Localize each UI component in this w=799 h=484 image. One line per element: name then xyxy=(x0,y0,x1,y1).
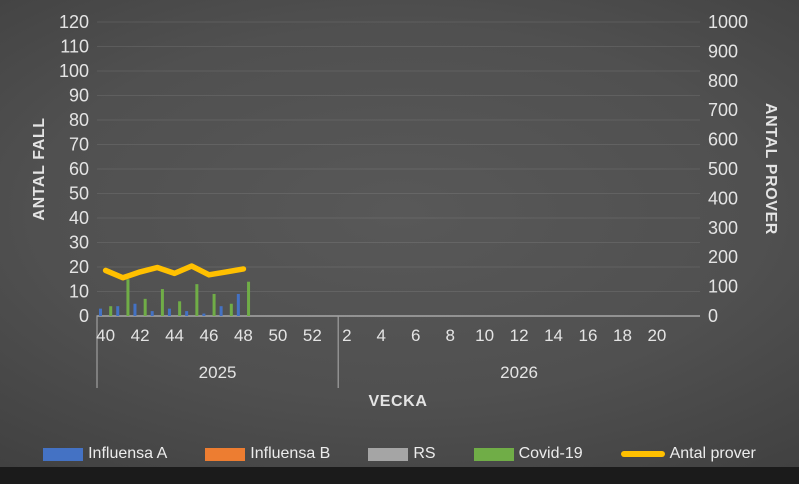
left-axis-tick-label: 80 xyxy=(69,110,89,130)
x-axis-week-label: 10 xyxy=(475,326,494,345)
bar-influensa-a xyxy=(185,311,189,316)
legend-swatch-influensa-a xyxy=(43,447,84,461)
right-axis-tick-label: 700 xyxy=(708,100,738,120)
legend: Influensa A Influensa B RS Covid-19 Anta… xyxy=(0,441,799,467)
left-axis-tick-label: 40 xyxy=(69,208,89,228)
x-axis-year-label: 2026 xyxy=(500,363,538,382)
x-axis-week-label: 6 xyxy=(411,326,420,345)
right-axis-tick-label: 800 xyxy=(708,71,738,91)
legend-label-covid-19: Covid-19 xyxy=(518,445,583,462)
legend-item-rs: RS xyxy=(368,445,436,463)
x-axis-week-label: 52 xyxy=(303,326,322,345)
left-axis-tick-label: 50 xyxy=(69,184,89,204)
legend-swatch-antal-prover xyxy=(620,451,665,457)
slide-bottom-strip xyxy=(0,467,799,484)
legend-item-influensa-b: Influensa B xyxy=(205,445,330,463)
bars-layer xyxy=(99,279,251,316)
right-axis-tick-label: 500 xyxy=(708,159,738,179)
x-axis-week-label: 44 xyxy=(165,326,184,345)
legend-label-influensa-b: Influensa B xyxy=(250,445,331,462)
line-antal-prover xyxy=(102,263,247,281)
left-axis-tick-label: 0 xyxy=(79,306,89,326)
right-axis-title: ANTAL PROVER xyxy=(762,103,779,235)
bar-influensa-a xyxy=(116,306,120,316)
x-axis-week-label: 8 xyxy=(445,326,454,345)
bar-influensa-a xyxy=(167,308,171,316)
x-axis-week-label: 42 xyxy=(131,326,150,345)
left-axis-title: ANTAL FALL xyxy=(31,117,48,220)
left-axis-tick-label: 90 xyxy=(69,86,89,106)
left-axis-tick-label: 120 xyxy=(59,12,89,32)
axes-layer: 0 10 20 30 40 50 60 70 80 90 100 110 120 0 100 200 300 40… xyxy=(59,12,748,388)
bar-covid-19 xyxy=(178,301,182,316)
legend-label-influensa-a: Influensa A xyxy=(88,445,168,462)
left-axis-tick-label: 110 xyxy=(60,37,89,57)
bar-influensa-a xyxy=(236,293,240,316)
left-axis-tick-label: 10 xyxy=(69,282,89,302)
gridlines-layer xyxy=(97,21,700,292)
legend-item-influensa-a: Influensa A xyxy=(43,445,167,463)
right-axis-tick-label: 0 xyxy=(708,306,718,326)
bar-covid-19 xyxy=(195,284,199,316)
bar-covid-19 xyxy=(160,289,164,316)
right-axis-tick-label: 400 xyxy=(708,188,738,208)
legend-swatch-rs xyxy=(368,447,409,461)
left-axis-tick-label: 70 xyxy=(69,135,89,155)
x-axis-week-label: 12 xyxy=(510,326,529,345)
legend-item-covid-19: Covid-19 xyxy=(473,445,583,463)
bar-influensa-a xyxy=(99,308,103,316)
x-axis-week-label: 18 xyxy=(613,326,632,345)
bar-covid-19 xyxy=(143,298,147,316)
right-axis-tick-label: 100 xyxy=(708,277,738,297)
x-axis-week-label: 40 xyxy=(96,326,115,345)
bar-covid-19 xyxy=(247,281,251,316)
right-axis-tick-label: 900 xyxy=(708,41,738,61)
left-axis-tick-label: 100 xyxy=(59,61,89,81)
x-axis-week-label: 50 xyxy=(268,326,287,345)
x-axis-title: VECKA xyxy=(368,393,427,410)
left-axis-tick-label: 20 xyxy=(69,257,89,277)
bar-influensa-a xyxy=(219,306,223,316)
x-axis-year-label: 2025 xyxy=(199,363,237,382)
bar-influensa-a xyxy=(133,303,137,316)
x-axis-week-label: 20 xyxy=(647,326,666,345)
right-axis-tick-label: 200 xyxy=(708,247,738,267)
x-axis-week-label: 46 xyxy=(200,326,219,345)
right-axis-tick-label: 600 xyxy=(708,130,738,150)
bar-covid-19 xyxy=(212,293,216,316)
bar-covid-19 xyxy=(109,306,113,316)
legend-label-rs: RS xyxy=(413,445,436,462)
legend-swatch-covid-19 xyxy=(473,447,514,461)
legend-swatch-influensa-b xyxy=(205,447,246,461)
x-axis-week-label: 16 xyxy=(579,326,598,345)
right-axis-tick-label: 1000 xyxy=(708,12,748,32)
x-axis-week-label: 14 xyxy=(544,326,563,345)
x-axis-week-label: 2 xyxy=(342,326,351,345)
left-axis-tick-label: 60 xyxy=(69,159,89,179)
right-axis-tick-label: 300 xyxy=(708,218,738,238)
x-axis-week-label: 48 xyxy=(234,326,253,345)
x-axis-week-label: 4 xyxy=(377,326,386,345)
legend-item-antal-prover: Antal prover xyxy=(620,445,756,463)
bar-influensa-a xyxy=(202,313,206,316)
left-axis-tick-label: 30 xyxy=(69,233,89,253)
bar-influensa-a xyxy=(150,311,154,316)
bar-covid-19 xyxy=(229,303,233,316)
bar-covid-19 xyxy=(126,279,130,316)
legend-label-antal-prover: Antal prover xyxy=(669,445,756,462)
line-layer xyxy=(102,263,247,281)
